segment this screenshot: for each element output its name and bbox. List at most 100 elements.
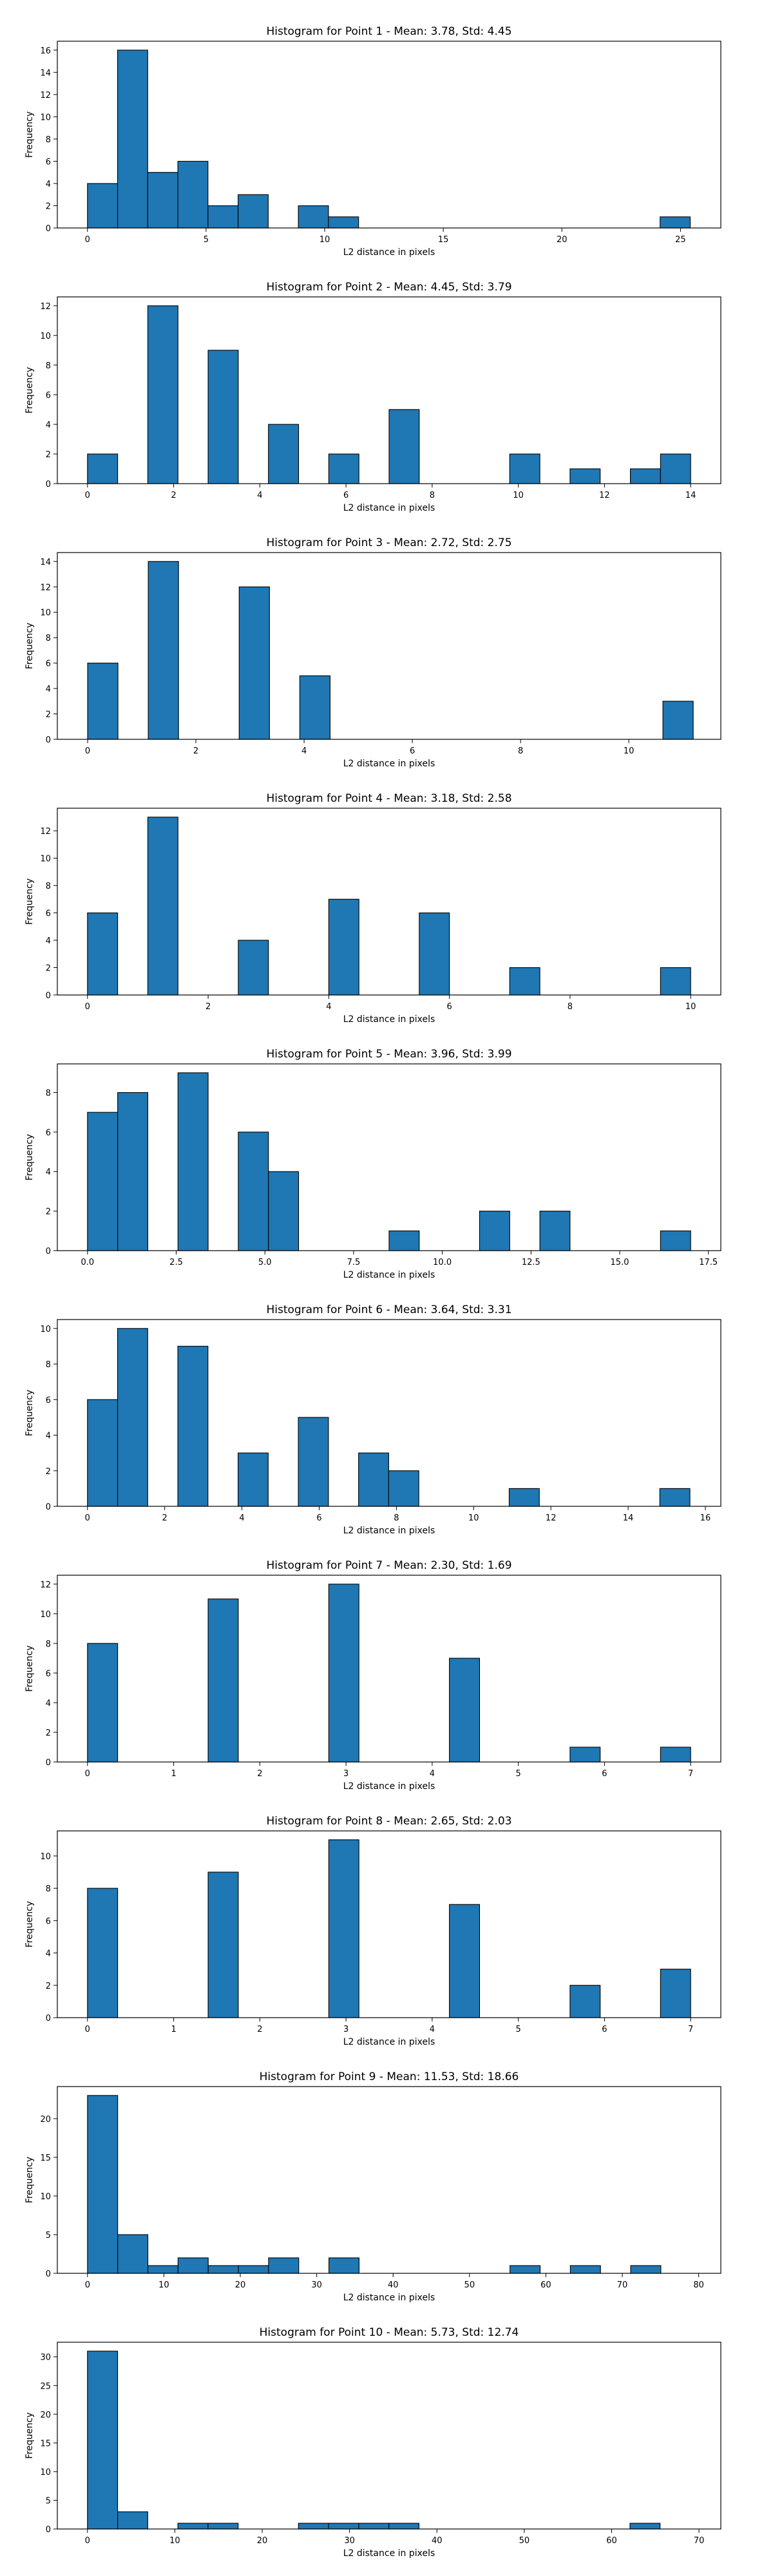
histogram-bar — [569, 468, 601, 484]
y-tick-label: 14 — [40, 558, 51, 567]
histogram-bar — [148, 561, 179, 740]
histogram-bar — [328, 1584, 359, 1763]
histogram-bar — [328, 898, 359, 996]
x-tick-label: 8 — [568, 1002, 573, 1012]
x-tick-label: 5 — [204, 235, 209, 245]
histogram-bar — [117, 50, 148, 229]
y-axis-label: Frequency — [24, 1134, 35, 1180]
x-tick-label: 12 — [546, 1513, 557, 1523]
x-tick-label: 14 — [685, 491, 696, 500]
histogram-bar — [207, 1598, 239, 1763]
histogram-panel-8: Histogram for Point 8 - Mean: 2.65, Std:… — [24, 1815, 721, 2047]
histogram-panel-6: Histogram for Point 6 - Mean: 3.64, Std:… — [24, 1303, 721, 1536]
y-axis-label: Frequency — [24, 623, 35, 669]
histogram-panel-10: Histogram for Point 10 - Mean: 5.73, Std… — [24, 2326, 721, 2559]
x-tick-label: 0.0 — [81, 1258, 94, 1267]
x-tick-label: 10 — [685, 1002, 696, 1012]
histogram-bar — [662, 701, 694, 740]
y-tick-label: 10 — [40, 1325, 51, 1334]
x-axis-label: L2 distance in pixels — [343, 2548, 435, 2559]
x-tick-label: 0 — [85, 491, 90, 500]
x-tick-label: 10 — [513, 491, 524, 500]
y-tick-label: 10 — [40, 609, 51, 618]
histogram-bar — [449, 1658, 481, 1763]
y-axis-label: Frequency — [24, 111, 35, 158]
y-tick-label: 6 — [46, 1128, 51, 1138]
x-tick-label: 4 — [257, 491, 262, 500]
histogram-bar — [509, 453, 540, 484]
x-tick-label: 4 — [430, 2025, 435, 2034]
axes-frame — [57, 1575, 721, 1763]
x-tick-label: 20 — [557, 235, 568, 245]
x-tick-label: 8 — [430, 491, 435, 500]
x-tick-label: 80 — [693, 2280, 704, 2290]
y-tick-label: 2 — [46, 1728, 51, 1738]
x-tick-label: 0 — [85, 1513, 90, 1523]
histogram-bar — [569, 1747, 601, 1763]
histogram-bar — [388, 2523, 419, 2530]
y-tick-label: 4 — [46, 180, 51, 189]
x-tick-label: 10 — [624, 746, 635, 756]
y-axis-label: Frequency — [24, 1901, 35, 1947]
x-tick-label: 3 — [343, 1769, 348, 1779]
y-tick-label: 4 — [46, 421, 51, 430]
histogram-bar — [147, 2265, 178, 2274]
histogram-bar — [660, 1747, 691, 1763]
x-tick-label: 4 — [326, 1002, 331, 1012]
histogram-bar — [298, 1417, 329, 1507]
x-tick-label: 6 — [602, 2025, 607, 2034]
y-tick-label: 2 — [46, 1467, 51, 1477]
y-axis-label: Frequency — [24, 2412, 35, 2459]
chart-title: Histogram for Point 3 - Mean: 2.72, Std:… — [266, 536, 511, 549]
axes-frame — [57, 2342, 721, 2530]
axes-frame — [57, 296, 721, 484]
x-tick-label: 6 — [316, 1513, 321, 1523]
x-tick-label: 10 — [169, 2536, 180, 2546]
axes-frame — [57, 808, 721, 996]
x-axis-label: L2 distance in pixels — [343, 759, 435, 769]
histogram-panel-3: Histogram for Point 3 - Mean: 2.72, Std:… — [24, 536, 721, 769]
y-tick-label: 0 — [46, 1758, 51, 1768]
y-tick-label: 10 — [40, 1852, 51, 1862]
x-axis-label: L2 distance in pixels — [343, 1270, 435, 1280]
y-tick-label: 10 — [40, 855, 51, 864]
x-tick-label: 2 — [257, 1769, 262, 1779]
x-axis-label: L2 distance in pixels — [343, 1781, 435, 1792]
y-tick-label: 6 — [46, 157, 51, 167]
y-tick-label: 8 — [46, 135, 51, 145]
histogram-bar — [268, 424, 300, 484]
y-tick-label: 10 — [40, 1610, 51, 1620]
histogram-bar — [629, 2523, 661, 2530]
x-tick-label: 0 — [85, 235, 90, 245]
x-tick-label: 6 — [602, 1769, 607, 1779]
histogram-bar — [87, 912, 119, 996]
x-tick-label: 60 — [606, 2536, 617, 2546]
x-axis-label: L2 distance in pixels — [343, 247, 435, 258]
y-axis-label: Frequency — [24, 367, 35, 413]
x-tick-label: 5 — [516, 1769, 521, 1779]
y-tick-label: 4 — [46, 1699, 51, 1709]
histogram-bar — [177, 1345, 209, 1507]
x-tick-label: 4 — [430, 1769, 435, 1779]
x-tick-label: 2 — [205, 1002, 211, 1012]
y-tick-label: 10 — [40, 2192, 51, 2202]
histogram-panel-2: Histogram for Point 2 - Mean: 4.45, Std:… — [24, 281, 721, 513]
chart-title: Histogram for Point 8 - Mean: 2.65, Std:… — [266, 1815, 511, 1828]
y-tick-label: 10 — [40, 113, 51, 122]
y-tick-label: 20 — [40, 2410, 51, 2420]
histogram-bar — [117, 2511, 148, 2530]
y-tick-label: 0 — [46, 2525, 51, 2535]
histogram-bar — [117, 1092, 149, 1251]
x-tick-label: 50 — [464, 2280, 475, 2290]
y-tick-label: 6 — [46, 909, 51, 919]
y-tick-label: 12 — [40, 583, 51, 592]
histogram-bar — [569, 1985, 601, 2018]
x-tick-label: 30 — [311, 2280, 322, 2290]
y-tick-label: 2 — [46, 450, 51, 460]
x-tick-label: 15 — [438, 235, 449, 245]
x-tick-label: 14 — [623, 1513, 634, 1523]
histogram-bar — [660, 216, 691, 229]
x-tick-label: 12 — [599, 491, 610, 500]
y-tick-label: 2 — [46, 710, 51, 720]
x-axis-label: L2 distance in pixels — [343, 1526, 435, 1536]
